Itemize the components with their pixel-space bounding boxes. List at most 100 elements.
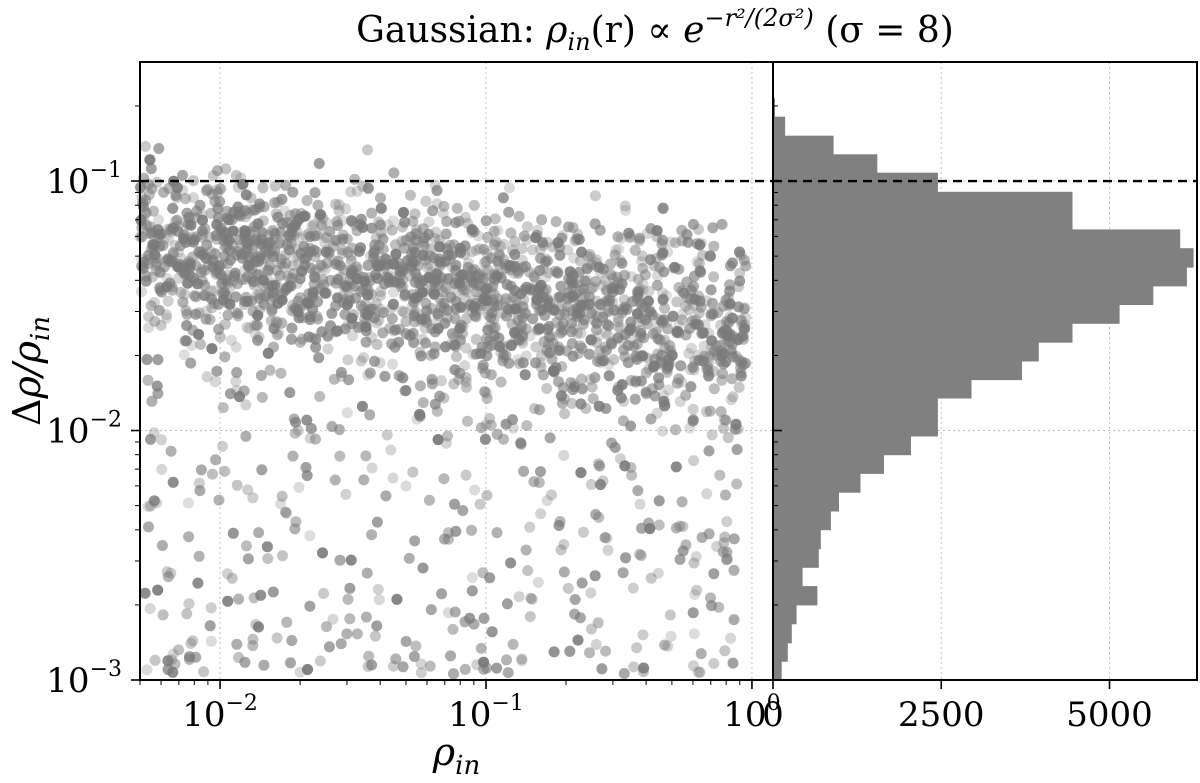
histogram-bar xyxy=(773,454,884,474)
scatter-point xyxy=(581,263,593,275)
scatter-point xyxy=(224,282,236,294)
scatter-point xyxy=(337,233,349,245)
scatter-point xyxy=(707,308,719,320)
scatter-point xyxy=(695,648,707,660)
scatter-point xyxy=(286,322,298,334)
scatter-point xyxy=(410,640,422,652)
scatter-point xyxy=(688,660,699,672)
scatter-point xyxy=(568,252,580,264)
scatter-point xyxy=(226,572,238,584)
scatter-point xyxy=(731,444,743,455)
scatter-point xyxy=(189,290,201,302)
scatter-point xyxy=(515,437,527,449)
scatter-point xyxy=(595,479,606,491)
histogram-bar xyxy=(773,304,1120,324)
scatter-point xyxy=(694,239,706,251)
scatter-point xyxy=(680,389,692,401)
scatter-point xyxy=(519,369,531,381)
scatter-point xyxy=(388,325,400,337)
scatter-point xyxy=(465,271,476,283)
scatter-point xyxy=(688,628,700,640)
scatter-point xyxy=(146,395,158,407)
scatter-point xyxy=(387,298,399,310)
scatter-point xyxy=(719,531,731,543)
scatter-point xyxy=(586,307,598,319)
scatter-point xyxy=(386,313,398,324)
scatter-point xyxy=(590,639,602,650)
scatter-point xyxy=(671,327,683,338)
scatter-point xyxy=(551,316,563,328)
scatter-point xyxy=(585,283,597,295)
scatter-point xyxy=(682,236,694,248)
scatter-point xyxy=(334,554,346,566)
scatter-point xyxy=(212,165,223,177)
scatter-point xyxy=(616,257,628,269)
scatter-point xyxy=(345,255,357,267)
scatter-point xyxy=(466,572,478,584)
scatter-point xyxy=(197,214,208,226)
scatter-point xyxy=(625,420,637,432)
scatter-point xyxy=(335,366,347,378)
scatter-point xyxy=(575,327,587,339)
scatter-point xyxy=(646,383,658,395)
scatter-point xyxy=(429,232,441,244)
scatter-point xyxy=(149,315,161,327)
scatter-point xyxy=(428,348,440,360)
scatter-point xyxy=(375,290,387,302)
scatter-point xyxy=(214,331,226,343)
scatter-point xyxy=(653,372,665,384)
scatter-point xyxy=(540,271,552,283)
scatter-point xyxy=(701,360,713,372)
scatter-point xyxy=(301,470,313,481)
scatter-point xyxy=(449,606,461,618)
scatter-point xyxy=(438,392,450,404)
scatter-point xyxy=(262,347,274,359)
scatter-point xyxy=(608,304,620,316)
scatter-point xyxy=(593,400,605,412)
scatter-point xyxy=(214,196,226,208)
scatter-point xyxy=(148,495,160,507)
scatter-point xyxy=(589,372,601,384)
scatter-point xyxy=(730,418,742,430)
scatter-point xyxy=(459,616,471,628)
scatter-point xyxy=(664,609,676,621)
scatter-point xyxy=(537,369,549,381)
scatter-point xyxy=(680,539,692,551)
scatter-point xyxy=(431,185,443,196)
scatter-point xyxy=(435,298,447,309)
scatter-point xyxy=(418,240,430,252)
scatter-point xyxy=(689,293,701,305)
hist-x-tick-label: 5000 xyxy=(1066,695,1153,735)
scatter-point xyxy=(480,283,492,295)
scatter-point xyxy=(331,216,343,227)
scatter-point xyxy=(346,312,358,324)
scatter-point xyxy=(229,270,241,282)
scatter-point xyxy=(382,219,394,231)
scatter-point xyxy=(252,334,264,346)
scatter-point xyxy=(572,634,584,646)
scatter-point xyxy=(249,319,260,331)
scatter-point xyxy=(153,214,164,226)
scatter-point xyxy=(330,258,342,270)
scatter-point xyxy=(562,301,574,313)
scatter-point xyxy=(500,301,512,313)
scatter-point xyxy=(223,214,235,226)
scatter-point xyxy=(200,313,212,325)
histogram-bar xyxy=(773,379,972,399)
scatter-point xyxy=(309,187,321,199)
scatter-point xyxy=(415,667,427,679)
scatter-point xyxy=(616,307,628,319)
scatter-point xyxy=(301,297,313,309)
scatter-point xyxy=(360,611,372,623)
scatter-point xyxy=(466,224,478,236)
scatter-point xyxy=(632,273,644,285)
scatter-point xyxy=(215,183,226,195)
scatter-point xyxy=(716,350,728,362)
scatter-point xyxy=(287,450,299,462)
histogram-bar xyxy=(773,436,911,456)
scatter-point xyxy=(654,261,666,273)
scatter-point xyxy=(576,342,588,354)
scatter-point xyxy=(481,387,493,399)
scatter-point xyxy=(317,547,328,559)
scatter-point xyxy=(597,311,609,323)
